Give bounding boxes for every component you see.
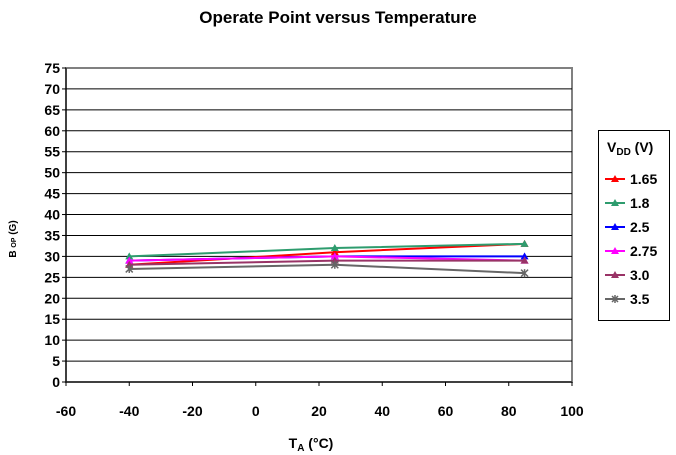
legend-marker xyxy=(605,295,625,303)
legend-label: 1.8 xyxy=(630,195,650,211)
legend-marker xyxy=(605,199,625,206)
legend-item-2-5: 2.5 xyxy=(605,218,669,236)
y-tick-label: 30 xyxy=(44,248,60,264)
x-tick-label: 20 xyxy=(311,403,327,419)
data-point-1-8 xyxy=(125,252,134,260)
legend-item-3-5: 3.5 xyxy=(605,290,669,308)
y-tick-label: 55 xyxy=(44,144,60,160)
x-tick-label: 60 xyxy=(438,403,454,419)
y-tick-label: 65 xyxy=(44,102,60,118)
chart-title: Operate Point versus Temperature xyxy=(199,8,477,27)
y-tick-label: 75 xyxy=(44,60,60,76)
data-point-2-5 xyxy=(520,252,529,260)
x-axis-label: TA (°C) xyxy=(289,435,334,454)
y-tick-label: 10 xyxy=(44,332,60,348)
y-tick-label: 50 xyxy=(44,165,60,181)
legend-marker xyxy=(605,247,625,254)
legend-title: VDD (V) xyxy=(607,139,654,158)
data-point-1-65 xyxy=(330,248,339,256)
y-tick-label: 35 xyxy=(44,227,60,243)
x-tick-label: -20 xyxy=(182,403,202,419)
y-tick-label: 45 xyxy=(44,186,60,202)
x-tick-label: 80 xyxy=(501,403,517,419)
data-point-3-5 xyxy=(520,269,529,278)
legend-label: 2.75 xyxy=(630,243,658,259)
data-point-2-75 xyxy=(330,252,339,260)
y-tick-label: 70 xyxy=(44,81,60,97)
data-point-2-75 xyxy=(125,256,134,264)
data-point-3-5 xyxy=(330,260,339,269)
y-tick-label: 20 xyxy=(44,290,60,306)
x-tick-label: 40 xyxy=(374,403,390,419)
y-tick-label: 5 xyxy=(52,353,60,369)
legend-marker xyxy=(605,223,625,230)
legend-label: 3.0 xyxy=(630,267,650,283)
x-tick-label: 0 xyxy=(252,403,260,419)
legend-label: 2.5 xyxy=(630,219,650,235)
x-tick-label: 100 xyxy=(560,403,584,419)
y-axis-label: B OP (G) xyxy=(8,220,19,257)
data-point-3-0 xyxy=(520,256,529,264)
legend-item-2-75: 2.75 xyxy=(605,242,669,260)
y-tick-label: 60 xyxy=(44,123,60,139)
x-tick-label: -60 xyxy=(56,403,76,419)
legend-label: 3.5 xyxy=(630,291,650,307)
legend-item-3-0: 3.0 xyxy=(605,266,669,284)
legend-marker xyxy=(605,271,625,278)
x-tick-label: -40 xyxy=(119,403,139,419)
data-point-3-5 xyxy=(125,264,134,273)
y-tick-label: 15 xyxy=(44,311,60,327)
legend: VDD (V) 1.65 1.8 2.5 2.75 3.0 3.5 xyxy=(598,130,670,321)
y-tick-label: 0 xyxy=(52,374,60,390)
data-point-1-8 xyxy=(330,244,339,252)
data-point-1-8 xyxy=(520,239,529,247)
y-tick-label: 40 xyxy=(44,207,60,223)
plot-area xyxy=(65,67,573,383)
legend-label: 1.65 xyxy=(630,171,658,187)
legend-item-1-65: 1.65 xyxy=(605,170,669,188)
y-tick-label: 25 xyxy=(44,269,60,285)
legend-item-1-8: 1.8 xyxy=(605,194,669,212)
legend-marker xyxy=(605,175,625,182)
